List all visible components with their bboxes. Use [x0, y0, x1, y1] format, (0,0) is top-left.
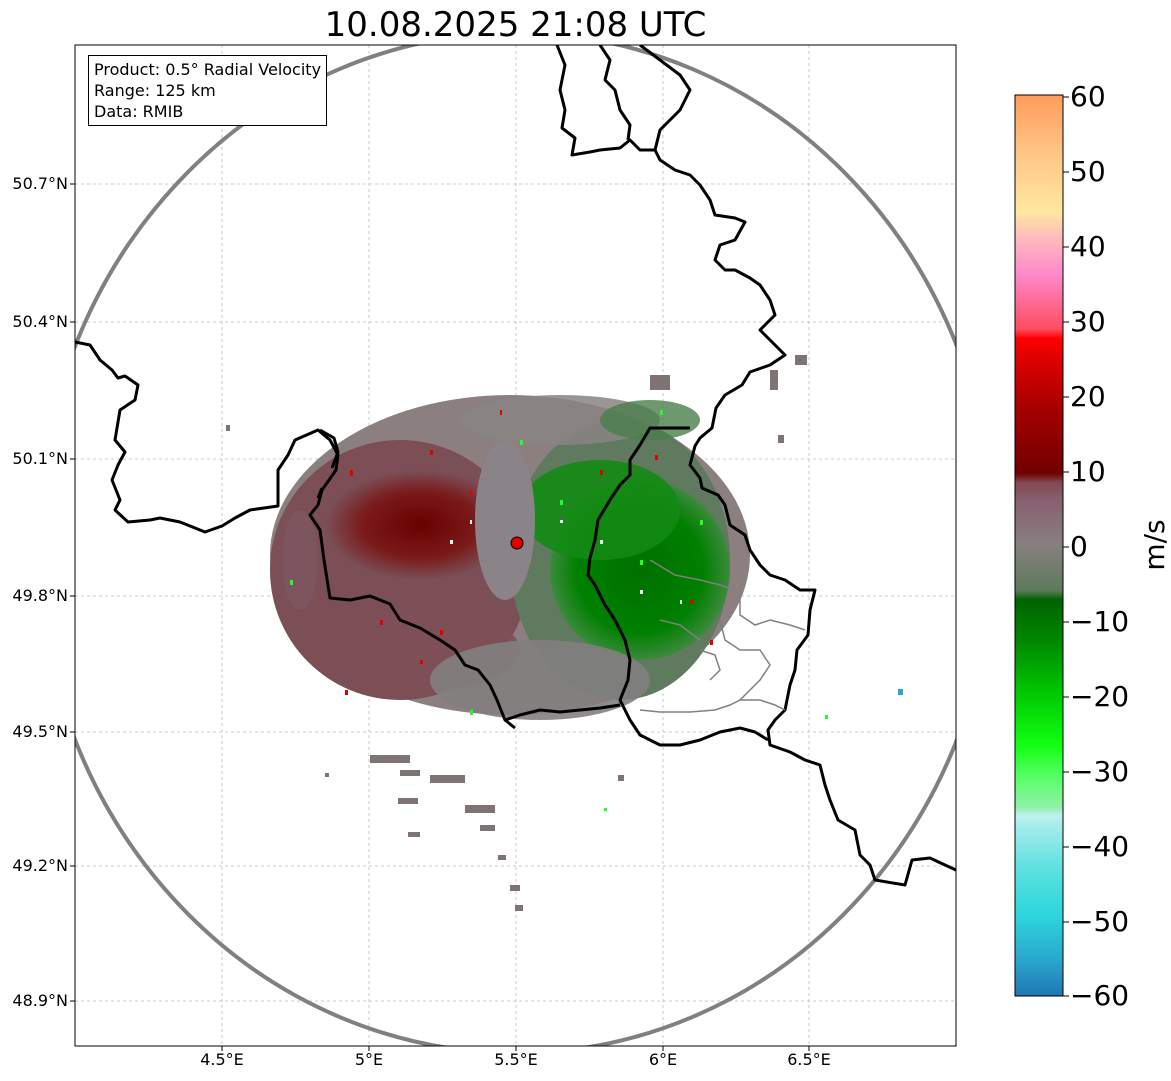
echo-outbound-core [325, 470, 515, 580]
lat-label: 50.1°N [12, 449, 68, 468]
colorbar-tick-label: −20 [1070, 680, 1130, 713]
border-de-east [555, 45, 956, 887]
echo-inbound-core-2 [520, 460, 680, 560]
speckles-white [450, 520, 682, 604]
echo-north-gray [460, 395, 660, 445]
colorbar-tick-label: −50 [1070, 905, 1130, 938]
border-lu [316, 428, 340, 499]
lon-label: 4.5°E [200, 1050, 244, 1069]
radar-site-marker [510, 536, 524, 550]
lat-label: 50.4°N [12, 312, 68, 331]
admin-borders [639, 559, 806, 713]
colorbar-tick-label: 40 [1070, 230, 1106, 263]
colorbar-label: m/s [1138, 519, 1171, 571]
colorbar-tick-label: 30 [1070, 305, 1106, 338]
colorbar-tick-label: −10 [1070, 605, 1130, 638]
velocity-echoes [226, 355, 903, 911]
lon-label: 5°E [354, 1050, 384, 1069]
southern-echoes [226, 355, 807, 911]
lon-label: 5.5°E [494, 1050, 538, 1069]
colorbar-tick-label: 50 [1070, 155, 1106, 188]
info-box: Product: 0.5° Radial Velocity Range: 125… [88, 55, 328, 126]
colorbar-tick-label: 0 [1070, 530, 1088, 563]
info-range: Range: 125 km [94, 81, 216, 100]
country-borders [75, 45, 956, 887]
border-lu-de [586, 426, 769, 747]
lat-label: 50.7°N [12, 174, 68, 193]
colorbar [1014, 94, 1064, 997]
lat-label: 48.9°N [12, 991, 68, 1010]
echo-west-edge [282, 510, 318, 610]
lon-label: 6°E [648, 1050, 678, 1069]
border-de-north [598, 45, 692, 151]
colorbar-tick-label: −40 [1070, 830, 1130, 863]
axis-ticks [70, 183, 810, 1051]
colorbar-tick-label: −60 [1070, 979, 1130, 1012]
colorbar-tick-label: 10 [1070, 455, 1106, 488]
lat-label: 49.5°N [12, 722, 68, 741]
echo-center-gray [475, 440, 535, 600]
colorbar-ticks [1063, 96, 1069, 997]
info-data-source: Data: RMIB [94, 102, 184, 121]
info-product: Product: 0.5° Radial Velocity [94, 60, 322, 79]
map-title: 10.08.2025 21:08 UTC [324, 5, 707, 45]
colorbar-tick-label: 20 [1070, 380, 1106, 413]
echo-ne-green [600, 400, 700, 440]
speckles-red [345, 410, 713, 695]
border-fr-lu [504, 703, 621, 722]
lat-label: 49.8°N [12, 586, 68, 605]
echo-south-gray [430, 640, 650, 720]
border-be-fr [75, 340, 516, 730]
lon-label: 6.5°E [787, 1050, 831, 1069]
site-ne-echo [898, 689, 903, 695]
colorbar-tick-label: 60 [1070, 80, 1106, 113]
lat-label: 49.2°N [12, 856, 68, 875]
speckles-green [290, 410, 828, 811]
colorbar-tick-label: −30 [1070, 755, 1130, 788]
